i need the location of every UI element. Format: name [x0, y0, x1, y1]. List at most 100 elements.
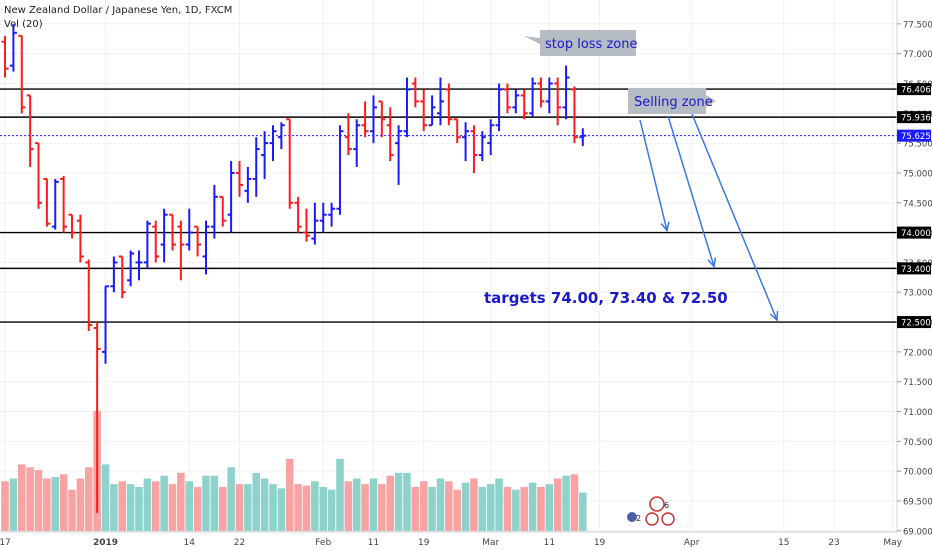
ohlc-bar[interactable] — [110, 256, 118, 293]
price-tick-label: 69.500 — [903, 497, 932, 507]
ohlc-bar[interactable] — [495, 83, 503, 132]
ohlc-bar[interactable] — [503, 83, 511, 114]
ohlc-bar[interactable] — [579, 128, 587, 147]
ohlc-bar[interactable] — [386, 107, 394, 162]
ohlc-bar[interactable] — [235, 161, 243, 197]
volume-bar — [445, 481, 453, 531]
ohlc-bar[interactable] — [369, 95, 377, 144]
ohlc-bar[interactable] — [43, 177, 51, 227]
volume-bar — [562, 475, 570, 531]
ohlc-bar[interactable] — [252, 137, 260, 197]
event-badge-count: 2 — [636, 514, 641, 523]
time-tick-label: 15 — [778, 538, 789, 548]
ohlc-bar[interactable] — [395, 125, 403, 185]
ohlc-bar[interactable] — [227, 161, 235, 233]
ohlc-bar[interactable] — [244, 166, 252, 203]
ohlc-bar[interactable] — [68, 213, 76, 239]
volume-bar — [43, 478, 51, 531]
ohlc-bar[interactable] — [118, 255, 126, 299]
volume-bar — [344, 481, 353, 531]
ohlc-bar[interactable] — [311, 202, 319, 245]
ohlc-bar[interactable] — [537, 77, 545, 108]
volume-bar — [453, 489, 461, 531]
volume-bar — [470, 478, 478, 531]
earnings-badge-icon[interactable] — [661, 512, 675, 526]
ohlc-bar[interactable] — [261, 131, 269, 179]
ohlc-bar[interactable] — [51, 178, 59, 230]
ohlc-bar[interactable] — [202, 220, 210, 275]
volume-bar — [34, 470, 43, 531]
ohlc-bar[interactable] — [18, 34, 26, 114]
ohlc-bar[interactable] — [26, 94, 34, 167]
ohlc-bar[interactable] — [411, 77, 419, 108]
ohlc-bar[interactable] — [462, 122, 470, 162]
volume-bar — [76, 478, 85, 531]
ohlc-bar[interactable] — [152, 220, 160, 263]
ohlc-bar[interactable] — [570, 86, 578, 144]
ohlc-bar[interactable] — [319, 202, 327, 233]
price-tick-label: 75.000 — [903, 169, 932, 179]
ohlc-bar[interactable] — [277, 122, 285, 150]
ohlc-bar[interactable] — [169, 213, 177, 251]
ohlc-bar[interactable] — [336, 125, 344, 215]
ohlc-bar[interactable] — [378, 100, 386, 138]
level-price-tag — [897, 83, 931, 96]
volume-bar — [319, 486, 327, 531]
ohlc-bar[interactable] — [453, 118, 461, 144]
ohlc-bar[interactable] — [512, 89, 520, 114]
ohlc-bar[interactable] — [470, 125, 478, 173]
ohlc-bar[interactable] — [210, 184, 218, 239]
volume-bar — [411, 486, 420, 531]
event-badge-icon[interactable] — [627, 512, 637, 522]
ohlc-bar[interactable] — [403, 77, 411, 138]
ohlc-bar[interactable] — [478, 131, 486, 162]
ohlc-bar[interactable] — [135, 250, 143, 281]
ohlc-bar[interactable] — [436, 77, 444, 126]
stop-loss-zone-label: stop loss zone — [545, 37, 637, 52]
ohlc-bar[interactable] — [194, 225, 202, 257]
time-tick-label: 2019 — [93, 538, 118, 548]
dividend-badge-icon[interactable] — [649, 496, 665, 512]
ohlc-bar[interactable] — [545, 77, 553, 114]
ohlc-bar[interactable] — [102, 285, 110, 364]
ohlc-bar[interactable] — [85, 259, 93, 332]
ohlc-bar[interactable] — [269, 125, 277, 162]
time-tick-label: 17 — [0, 538, 11, 548]
ohlc-bar[interactable] — [93, 322, 101, 513]
ohlc-bar[interactable] — [344, 113, 352, 156]
ohlc-bar[interactable] — [160, 208, 168, 263]
volume-indicator-label: Vol (20) — [4, 19, 43, 30]
ohlc-bar[interactable] — [445, 83, 453, 126]
ohlc-bar[interactable] — [294, 196, 302, 233]
ohlc-bar[interactable] — [420, 89, 428, 132]
ohlc-bar[interactable] — [361, 101, 369, 138]
ohlc-bar[interactable] — [35, 142, 43, 209]
ohlc-bar[interactable] — [554, 77, 562, 126]
ohlc-bar[interactable] — [353, 119, 361, 167]
volume-bar — [235, 484, 244, 531]
ohlc-bar[interactable] — [9, 23, 17, 72]
ohlc-bar[interactable] — [529, 77, 537, 117]
ohlc-bar[interactable] — [520, 89, 528, 120]
volume-bar — [185, 481, 194, 531]
ohlc-bar[interactable] — [177, 220, 185, 281]
ohlc-bar[interactable] — [127, 250, 135, 287]
ohlc-bar[interactable] — [286, 118, 294, 209]
ohlc-bar[interactable] — [143, 220, 151, 269]
target-arrow-head-icon — [769, 311, 779, 322]
ohlc-bar[interactable] — [185, 208, 193, 251]
ohlc-bar[interactable] — [328, 202, 336, 227]
volume-bar — [110, 484, 118, 531]
ohlc-bar[interactable] — [428, 95, 436, 127]
dividend-badge-icon-2[interactable] — [645, 512, 659, 526]
ohlc-bar[interactable] — [302, 208, 310, 242]
ohlc-bar[interactable] — [76, 214, 84, 263]
ohlc-bar[interactable] — [487, 119, 495, 156]
volume-bar — [244, 484, 252, 531]
ohlc-bar[interactable] — [1, 35, 9, 78]
ohlc-bar[interactable] — [219, 195, 227, 227]
ohlc-bar[interactable] — [60, 175, 68, 233]
ohlc-bar[interactable] — [562, 65, 570, 120]
